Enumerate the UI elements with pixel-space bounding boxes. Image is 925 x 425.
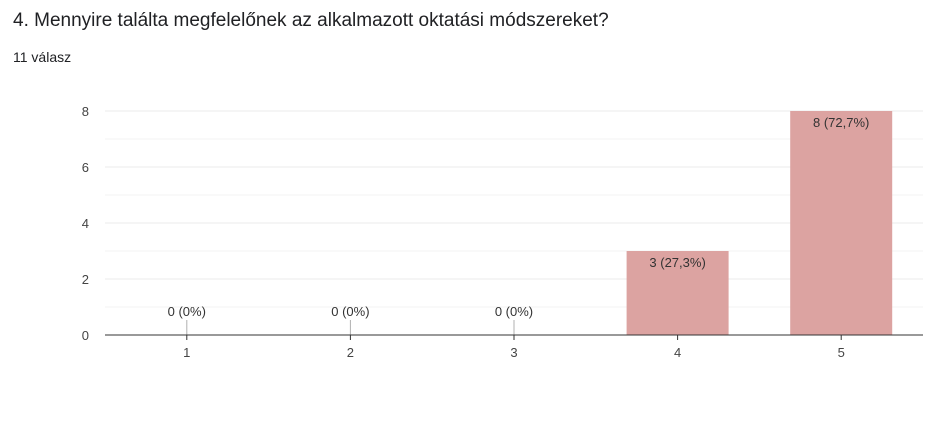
x-tick-label: 1 xyxy=(183,345,190,360)
y-tick-label: 0 xyxy=(82,328,89,343)
bar-data-label: 8 (72,7%) xyxy=(813,115,869,130)
y-tick-label: 2 xyxy=(82,272,89,287)
question-title: 4. Mennyire találta megfelelőnek az alka… xyxy=(13,10,609,31)
response-count: 11 válasz xyxy=(13,49,72,65)
y-tick-label: 4 xyxy=(82,216,89,231)
bar xyxy=(626,251,729,335)
bar-data-label: 0 (0%) xyxy=(331,304,369,319)
y-tick-label: 6 xyxy=(82,160,89,175)
x-tick-label: 2 xyxy=(347,345,354,360)
bar-data-label: 0 (0%) xyxy=(495,304,533,319)
bar xyxy=(790,111,893,335)
x-tick-label: 5 xyxy=(838,345,845,360)
bar-data-label: 0 (0%) xyxy=(168,304,206,319)
x-tick-label: 4 xyxy=(674,345,681,360)
x-tick-label: 3 xyxy=(510,345,517,360)
bar-data-label: 3 (27,3%) xyxy=(649,255,705,270)
y-tick-label: 8 xyxy=(82,104,89,119)
